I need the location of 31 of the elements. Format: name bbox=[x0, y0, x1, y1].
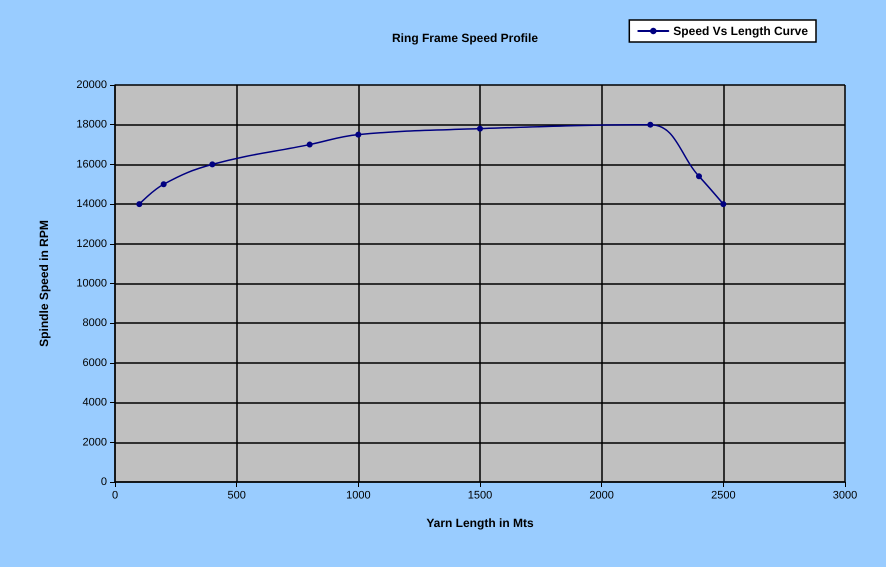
x-axis-title: Yarn Length in Mts bbox=[426, 516, 534, 530]
point bbox=[209, 161, 216, 168]
y-tick-label: 6000 bbox=[82, 356, 107, 369]
y-tick-label: 2000 bbox=[82, 436, 107, 448]
x-tick-label: 0 bbox=[112, 490, 118, 502]
y-tick-label: 20000 bbox=[76, 79, 107, 91]
y-tick-label: 0 bbox=[100, 476, 107, 488]
x-tick-label: 3000 bbox=[832, 490, 858, 502]
x-tick-label: 1000 bbox=[346, 490, 371, 502]
point bbox=[136, 201, 142, 208]
y-tick-label: 4000 bbox=[82, 396, 107, 409]
y-tick-label: 16000 bbox=[76, 158, 107, 170]
point bbox=[306, 142, 313, 148]
legend-label: Speed Vs Length Curve bbox=[673, 24, 808, 38]
point bbox=[477, 126, 483, 132]
y-tick-label: 8000 bbox=[82, 317, 107, 330]
point bbox=[160, 181, 167, 188]
point bbox=[720, 201, 726, 208]
y-tick-label: 10000 bbox=[76, 278, 107, 290]
x-tick-label: 1500 bbox=[468, 490, 492, 502]
point bbox=[355, 132, 362, 138]
y-tick-label: 18000 bbox=[76, 118, 107, 131]
x-tick-label: 2000 bbox=[589, 490, 614, 502]
point bbox=[696, 173, 702, 180]
x-tick-label: 2500 bbox=[711, 490, 736, 502]
chart-title: Ring Frame Speed Profile bbox=[392, 31, 538, 45]
y-tick-label: 12000 bbox=[76, 238, 107, 250]
x-tick-label: 500 bbox=[227, 490, 246, 502]
y-axis-title: Spindle Speed in RPM bbox=[37, 220, 51, 347]
y-tick-label: 14000 bbox=[76, 198, 107, 210]
point bbox=[647, 122, 654, 128]
